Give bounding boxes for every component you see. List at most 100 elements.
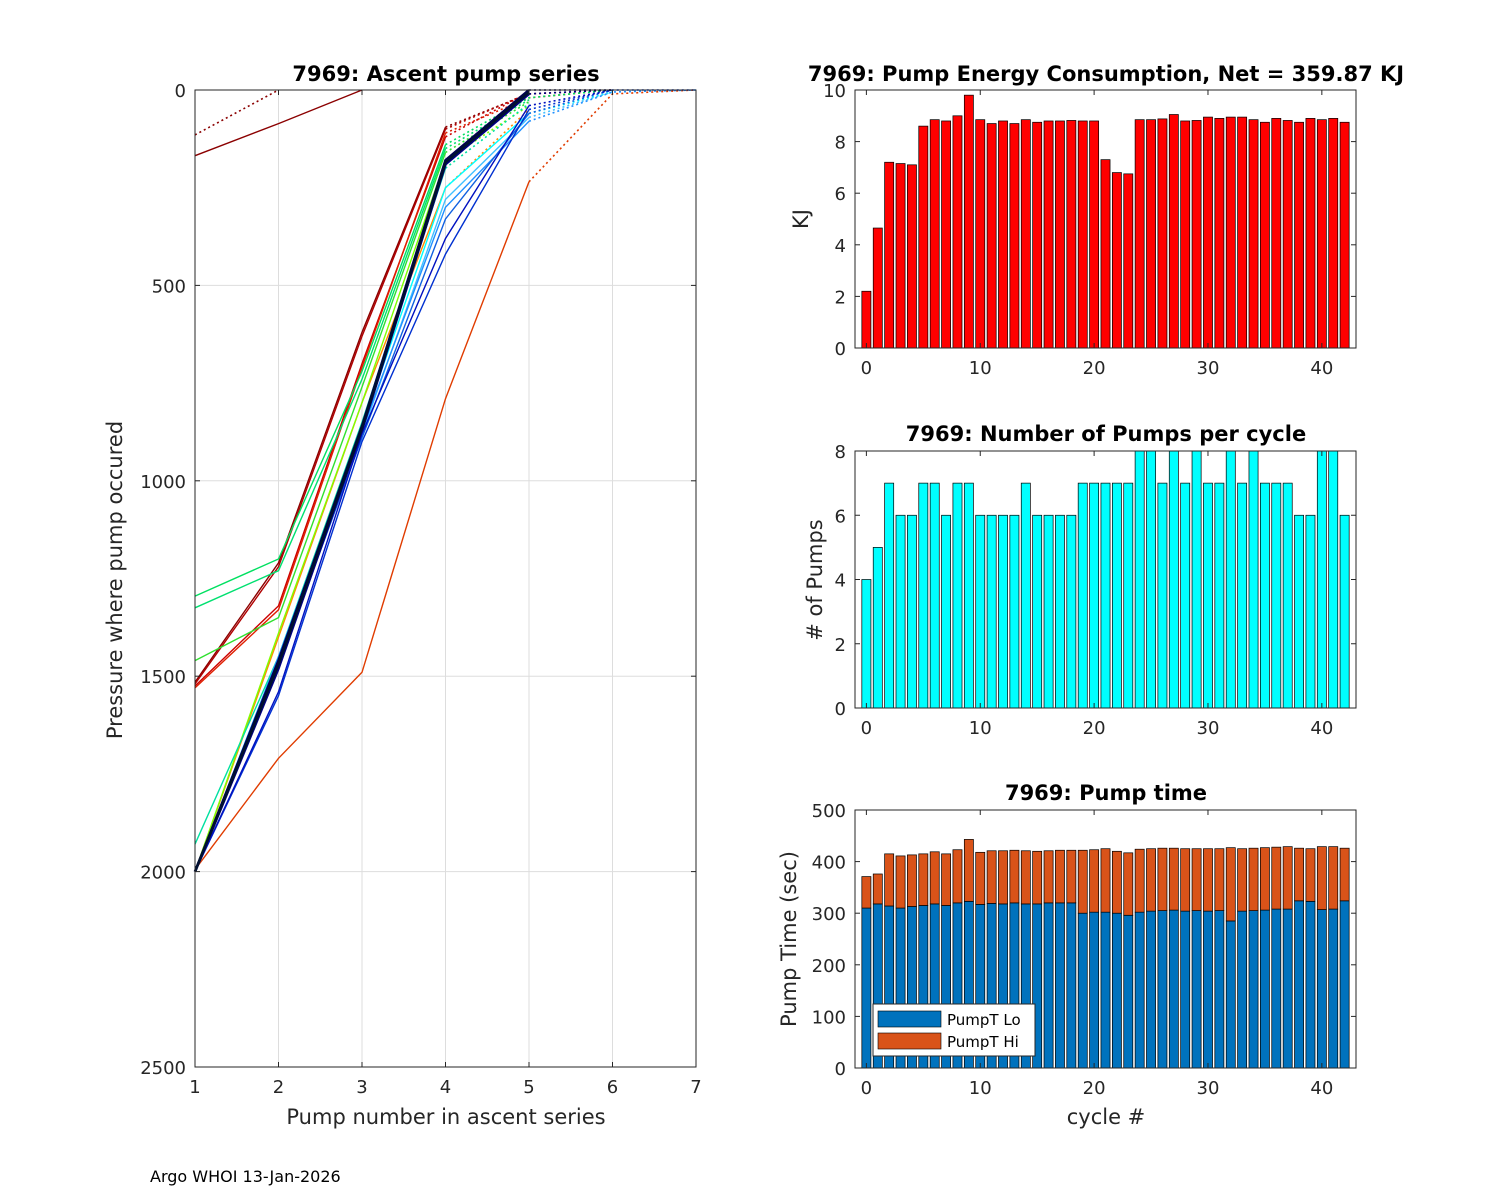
pumptime-ytick-label: 200 <box>812 956 846 977</box>
energy-bar <box>1271 118 1282 349</box>
pumps-bar <box>1146 450 1156 709</box>
pumps-bar <box>952 482 963 709</box>
pumptime-hi-bar <box>1316 846 1327 910</box>
ascent-series-line <box>194 152 447 662</box>
pumps-bar <box>1260 482 1270 709</box>
pumptime-lo-bar <box>1191 910 1202 1069</box>
pumptime-hi-bar <box>1168 847 1179 911</box>
ascent-series-line <box>194 109 530 872</box>
pumptime-lo-bar <box>1248 910 1259 1069</box>
pumps-bar <box>884 482 895 709</box>
energy-bar <box>1134 119 1145 349</box>
pumptime-lo-bar <box>1180 910 1191 1069</box>
pumptime-hi-bar <box>1203 848 1213 912</box>
ascent-xtick-label: 3 <box>356 1077 367 1098</box>
pumptime-title: 7969: Pump time <box>1005 781 1207 805</box>
energy-bar <box>1237 116 1248 349</box>
ascent-xtick-label: 2 <box>273 1077 284 1098</box>
pumps-bar <box>929 482 940 709</box>
energy-ytick-label: 6 <box>835 184 846 205</box>
pumptime-lo-bar <box>1328 908 1339 1069</box>
ascent-series-line <box>194 126 447 683</box>
pumptime-hi-bar <box>1157 847 1168 911</box>
ascent-xtick-label: 4 <box>440 1077 451 1098</box>
pumptime-ytick-label: 300 <box>812 904 846 925</box>
pumptime-lo-bar <box>1055 902 1065 1069</box>
ascent-series-line <box>193 91 530 873</box>
energy-bar <box>1100 159 1111 349</box>
ascent-xtick-label: 1 <box>189 1077 200 1098</box>
pumptime-hi-bar <box>895 855 906 909</box>
pumptime-hi-bar <box>1294 847 1304 902</box>
energy-bar <box>1020 119 1031 349</box>
energy-bar <box>1111 172 1122 349</box>
pumps-ticks: 0 10 20 30 40 0 2 4 6 8 <box>835 442 1356 739</box>
pumps-title: 7969: Number of Pumps per cycle <box>906 422 1306 446</box>
ascent-series-line <box>194 187 447 872</box>
pumptime-lo-bar <box>1282 908 1293 1069</box>
pumps-ytick-label: 8 <box>835 442 846 463</box>
pumps-bar <box>861 579 872 709</box>
energy-bar <box>1294 121 1304 349</box>
energy-axes: 0 10 20 30 40 0 2 4 6 8 10 7969: Pump Energy Consu… <box>789 62 1404 379</box>
ascent-xlabel: Pump number in ascent series <box>286 1105 605 1129</box>
pumptime-hi-bar <box>1066 849 1077 904</box>
energy-bar <box>1248 119 1259 349</box>
ascent-series-line <box>194 89 363 157</box>
pumps-bar <box>998 514 1008 709</box>
pumptime-hi-bar <box>884 853 895 907</box>
pumps-bar <box>1100 482 1111 709</box>
pumptime-lo-bar <box>1271 908 1282 1069</box>
footer-text: Argo WHOI 13-Jan-2026 <box>150 1167 341 1186</box>
ascent-ytick-label: 2000 <box>140 863 186 884</box>
energy-bar <box>1328 118 1339 349</box>
pumps-bar <box>1043 514 1054 709</box>
energy-bar <box>1157 118 1168 349</box>
ascent-series-dotted-line <box>444 108 530 189</box>
energy-xtick-label: 20 <box>1083 358 1106 379</box>
pumps-bar <box>1203 482 1213 709</box>
pumptime-lo-bar <box>1066 902 1077 1069</box>
pumps-bar <box>1316 450 1327 709</box>
pumps-bar <box>1339 514 1350 709</box>
energy-ytick-label: 0 <box>835 339 846 360</box>
pumps-bar <box>1032 514 1043 709</box>
energy-bar <box>1055 120 1065 349</box>
pumps-xtick-label: 0 <box>861 718 872 739</box>
pumptime-lo-bar <box>1123 914 1134 1069</box>
pumptime-lo-bar <box>1260 909 1270 1069</box>
pumps-bar <box>1271 482 1282 709</box>
energy-ytick-label: 8 <box>835 133 846 154</box>
pumptime-hi-bar <box>929 851 940 905</box>
pumptime-hi-bar <box>963 839 974 902</box>
energy-xtick-label: 40 <box>1310 358 1333 379</box>
energy-bar <box>1191 120 1202 349</box>
ascent-series-line <box>194 181 530 871</box>
energy-bar <box>907 164 917 349</box>
pumptime-hi-bar <box>1248 847 1259 911</box>
energy-bar <box>1089 120 1100 349</box>
energy-ytick-label: 2 <box>835 287 846 308</box>
ascent-xtick-label: 6 <box>607 1077 618 1098</box>
pumps-bar <box>1305 514 1316 709</box>
pumptime-xlabel: cycle # <box>1067 1105 1146 1129</box>
pumps-bar <box>918 482 929 709</box>
pumps-bar <box>1294 514 1304 709</box>
pumps-xtick-label: 20 <box>1083 718 1106 739</box>
ascent-title: 7969: Ascent pump series <box>292 62 599 86</box>
legend-label-pumpt-hi: PumpT Hi <box>947 1033 1019 1051</box>
pumptime-ytick-label: 100 <box>812 1007 846 1028</box>
pumptime-hi-bar <box>952 849 963 904</box>
pumps-bar <box>1248 450 1259 709</box>
pumptime-hi-bar <box>1328 846 1339 910</box>
pumps-bar <box>1168 450 1179 709</box>
energy-bar <box>1260 121 1270 349</box>
pumps-xtick-label: 30 <box>1197 718 1220 739</box>
pumptime-hi-bar <box>1111 850 1122 914</box>
pumptime-hi-bar <box>1043 850 1054 904</box>
pumps-bar <box>1214 482 1225 709</box>
pumps-bar <box>872 547 883 709</box>
pumptime-hi-bar <box>975 851 986 905</box>
pumptime-hi-bar <box>1180 848 1191 912</box>
energy-title: 7969: Pump Energy Consumption, Net = 359… <box>808 62 1404 86</box>
